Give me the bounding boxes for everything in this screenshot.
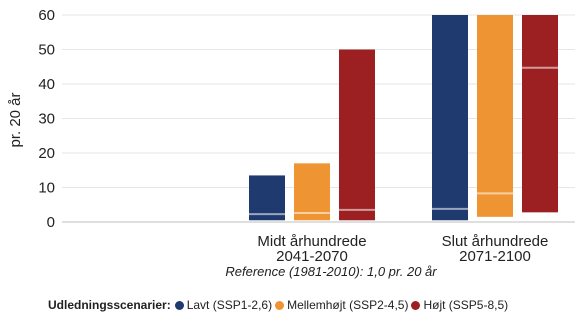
y-tick-label: 60: [38, 7, 55, 24]
legend-item-lavt: Lavt (SSP1-2,6): [174, 298, 273, 312]
bar: [432, 15, 468, 221]
legend: Udledningsscenarier: Lavt (SSP1-2,6) Mel…: [48, 298, 511, 312]
x-category-label: Midt århundrede: [257, 233, 366, 250]
bar: [477, 15, 513, 217]
bar: [339, 49, 375, 221]
x-category-label: Slut århundrede: [442, 233, 549, 250]
bars: [249, 15, 558, 221]
y-tick-labels: 0 10 20 30 40 50 60: [38, 7, 55, 231]
gridlines: [62, 14, 575, 223]
x-category-period: 2041-2070: [276, 248, 348, 265]
legend-label: Lavt (SSP1-2,6): [186, 298, 273, 312]
bar: [522, 15, 558, 213]
legend-dot-icon: [174, 300, 184, 310]
bar: [249, 175, 285, 221]
y-tick-label: 20: [38, 145, 55, 162]
y-tick-label: 50: [38, 42, 55, 59]
legend-dot-icon: [275, 300, 285, 310]
legend-item-mellemhojt: Mellemhøjt (SSP2-4,5): [275, 298, 408, 312]
reference-note: Reference (1981-2010): 1,0 pr. 20 år: [225, 264, 437, 279]
x-category-period: 2071-2100: [459, 248, 531, 265]
y-tick-label: 0: [47, 214, 55, 231]
y-tick-label: 10: [38, 180, 55, 197]
y-tick-label: 40: [38, 76, 55, 93]
bar: [294, 163, 330, 221]
y-axis-title: pr. 20 år: [7, 92, 24, 147]
legend-label: Mellemhøjt (SSP2-4,5): [287, 298, 409, 312]
legend-item-hojt: Højt (SSP5-8,5): [411, 298, 508, 312]
y-tick-label: 30: [38, 111, 55, 128]
legend-title: Udledningsscenarier:: [48, 298, 171, 312]
legend-dot-icon: [411, 300, 421, 310]
legend-label: Højt (SSP5-8,5): [423, 298, 509, 312]
